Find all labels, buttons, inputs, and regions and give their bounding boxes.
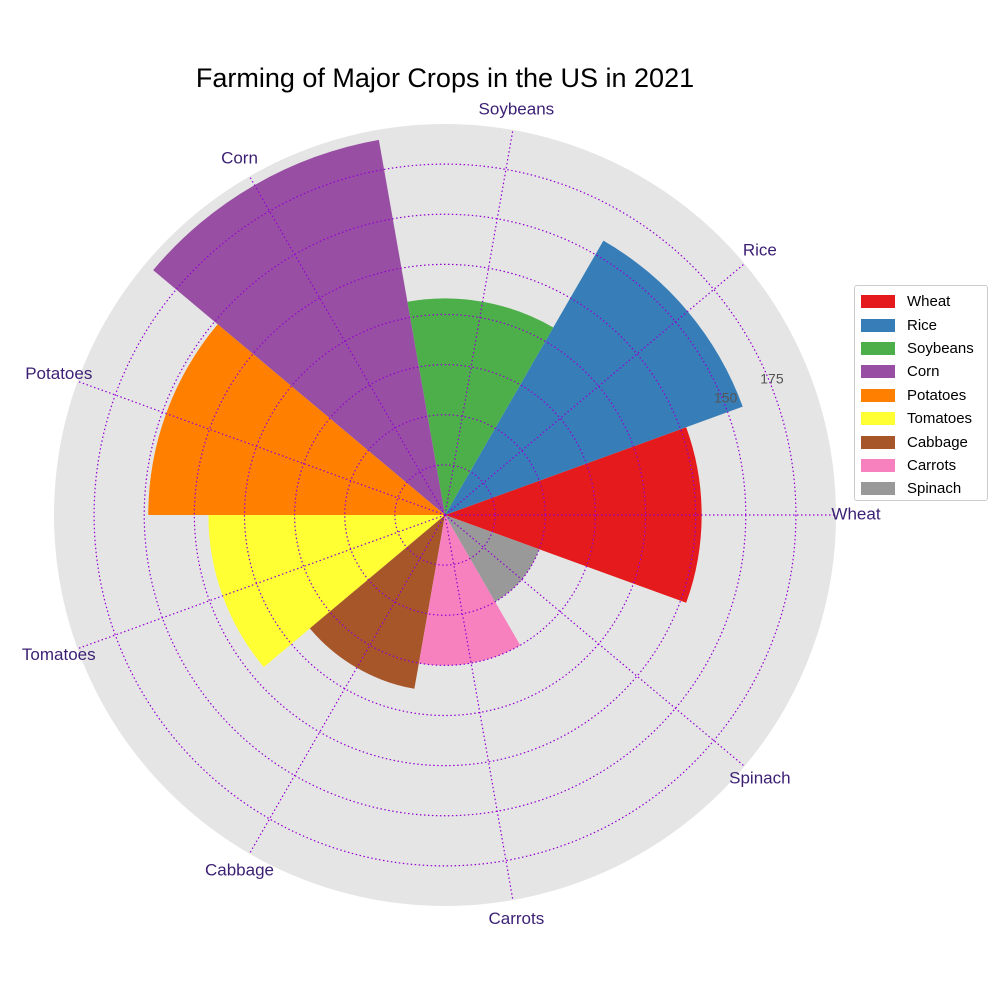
grid-spoke — [248, 514, 446, 854]
category-label-tomatoes: Tomatoes — [22, 645, 96, 664]
grid-spoke — [444, 514, 514, 901]
legend-item: Cabbage — [861, 430, 987, 453]
legend: Wheat Rice Soybeans Corn Potatoes Tomatoes Cab… — [854, 285, 988, 501]
bar-cabbage — [309, 515, 445, 689]
category-label-spinach: Spinach — [729, 769, 790, 788]
legend-label: Spinach — [907, 480, 962, 498]
legend-swatch — [861, 482, 895, 496]
legend-label: Cabbage — [907, 433, 968, 451]
legend-swatch — [861, 435, 895, 449]
grid-circle — [93, 163, 797, 867]
legend-swatch — [861, 388, 895, 402]
grid-spoke — [444, 263, 745, 516]
legend-swatch — [861, 412, 895, 426]
grid-spoke — [248, 176, 446, 516]
legend-label: Wheat — [907, 293, 951, 311]
radial-tick-label: 175 — [760, 370, 784, 386]
grid-circle — [294, 364, 596, 666]
legend-item: Spinach — [861, 477, 987, 500]
bar-potatoes — [148, 324, 445, 515]
grid-circle — [193, 263, 697, 767]
legend-swatch — [861, 295, 895, 309]
legend-item: Rice — [861, 313, 987, 336]
category-label-carrots: Carrots — [489, 909, 545, 928]
legend-label: Potatoes — [907, 386, 967, 404]
legend-label: Corn — [907, 363, 940, 381]
chart-title: Farming of Major Crops in the US in 2021 — [195, 63, 695, 93]
legend-label: Carrots — [907, 456, 957, 474]
category-label-rice: Rice — [743, 240, 777, 259]
bar-corn — [153, 139, 445, 516]
category-label-corn: Corn — [221, 149, 258, 168]
category-label-soybeans: Soybeans — [479, 100, 555, 119]
legend-swatch — [861, 458, 895, 472]
legend-label: Rice — [907, 316, 938, 334]
grid-spoke — [77, 380, 446, 516]
bar-carrots — [418, 515, 521, 666]
legend-swatch — [861, 341, 895, 355]
legend-label: Tomatoes — [907, 410, 973, 428]
legend-label: Soybeans — [907, 339, 974, 357]
legend-swatch — [861, 365, 895, 379]
grid-spoke — [444, 129, 514, 516]
legend-item: Potatoes — [861, 384, 987, 407]
legend-item: Soybeans — [861, 337, 987, 360]
bar-soybeans — [407, 298, 554, 515]
radial-tick-label: 150 — [714, 389, 738, 405]
bar-tomatoes — [208, 515, 445, 668]
grid-circle — [394, 464, 496, 566]
grid-spoke — [77, 514, 446, 650]
grid-spoke — [444, 514, 745, 767]
category-label-cabbage: Cabbage — [205, 860, 274, 879]
legend-swatch — [861, 318, 895, 332]
bar-spinach — [445, 515, 540, 602]
category-label-potatoes: Potatoes — [25, 364, 92, 383]
legend-item: Wheat — [861, 290, 987, 313]
legend-item: Carrots — [861, 454, 987, 477]
legend-item: Corn — [861, 360, 987, 383]
legend-item: Tomatoes — [861, 407, 987, 430]
category-label-wheat: Wheat — [831, 504, 880, 523]
bar-rice — [445, 240, 743, 515]
